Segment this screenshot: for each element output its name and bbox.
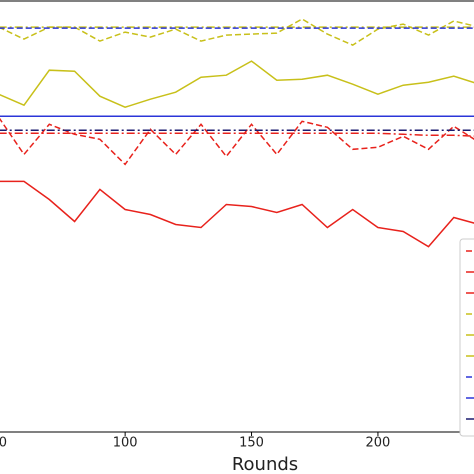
series-line (0, 18, 474, 46)
x-tick-label: 50 (0, 436, 7, 451)
x-tick-label: 150 (239, 436, 264, 451)
x-tick-label: 100 (113, 436, 138, 451)
plot-frame (0, 0, 474, 433)
x-axis-label: Rounds (232, 454, 298, 474)
series-line (0, 132, 474, 137)
legend-box (459, 238, 474, 437)
series-line (0, 60, 474, 108)
series-line (0, 117, 474, 166)
series-line (0, 180, 474, 248)
x-tick-label: 200 (366, 436, 391, 451)
